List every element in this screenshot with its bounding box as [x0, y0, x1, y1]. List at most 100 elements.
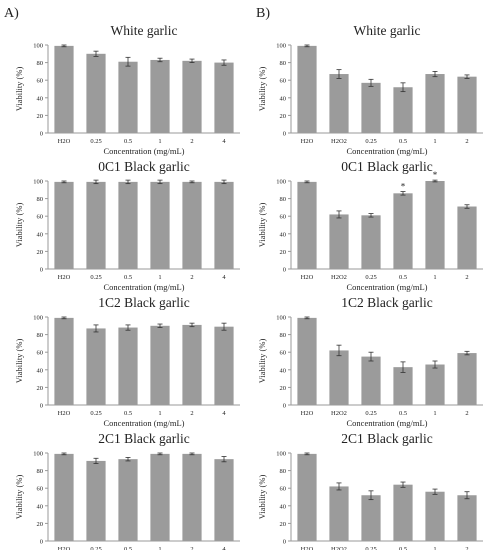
bar — [86, 181, 106, 269]
panel-label-a: A) — [4, 6, 19, 21]
chart-title: White garlic — [110, 23, 177, 38]
bar — [86, 328, 106, 405]
x-axis-label: Concentration (mg/mL) — [347, 282, 428, 292]
bar — [393, 484, 413, 541]
y-tick-label: 80 — [37, 196, 44, 203]
bar — [150, 453, 170, 541]
y-tick-label: 100 — [33, 451, 43, 458]
bar — [329, 74, 349, 133]
x-tick-label: H2O — [301, 410, 314, 417]
bar — [329, 214, 349, 269]
y-axis-label: Viability (%) — [257, 67, 267, 112]
y-tick-label: 0 — [40, 539, 43, 546]
y-tick-label: 40 — [37, 95, 44, 102]
bar — [54, 45, 74, 133]
chart-title: White garlic — [353, 23, 420, 38]
chart-b-4: 2C1 Black garlic 0 20 40 60 80 100 Viability (%… — [257, 431, 483, 550]
significance-marker: * — [401, 182, 406, 192]
x-tick-label: 0.25 — [90, 410, 101, 417]
bar — [425, 181, 445, 269]
bar — [297, 453, 317, 541]
x-tick-label: 1 — [433, 274, 436, 281]
y-tick-label: 20 — [280, 249, 287, 256]
y-tick-label: 100 — [276, 451, 286, 458]
y-tick-label: 60 — [37, 486, 44, 493]
y-tick-label: 80 — [37, 468, 44, 475]
x-axis-label: Concentration (mg/mL) — [104, 282, 185, 292]
chart-title: 0C1 Black garlic — [98, 159, 189, 174]
y-tick-label: 40 — [280, 367, 287, 374]
bar — [457, 206, 477, 269]
chart-a-3: 1C2 Black garlic 0 20 40 60 80 100 Viability (%… — [14, 295, 240, 428]
x-tick-label: 0.5 — [124, 138, 132, 145]
x-tick-label: 2 — [190, 138, 193, 145]
bar — [182, 181, 202, 269]
x-tick-label: 0.5 — [399, 274, 407, 281]
y-tick-label: 0 — [283, 403, 286, 410]
y-tick-label: 100 — [276, 43, 286, 50]
y-axis-label: Viability (%) — [257, 475, 267, 520]
x-tick-label: 0.25 — [90, 274, 101, 281]
x-axis-label: Concentration (mg/mL) — [347, 418, 428, 428]
bar — [150, 325, 170, 405]
y-tick-label: 60 — [280, 350, 287, 357]
x-tick-label: 0.5 — [124, 274, 132, 281]
bar — [86, 460, 106, 541]
bar — [150, 181, 170, 269]
bar — [425, 491, 445, 541]
y-axis-label: Viability (%) — [257, 339, 267, 384]
x-tick-label: 1 — [433, 138, 436, 145]
bar — [393, 87, 413, 133]
x-tick-label: 2 — [465, 410, 468, 417]
y-tick-label: 100 — [33, 179, 43, 186]
x-axis-label: Concentration (mg/mL) — [104, 146, 185, 156]
x-tick-label: H2O — [58, 410, 71, 417]
y-tick-label: 0 — [40, 131, 43, 138]
chart-title: 0C1 Black garlic — [341, 159, 432, 174]
bar — [182, 60, 202, 134]
bar — [361, 356, 381, 405]
y-tick-label: 40 — [37, 231, 44, 238]
y-axis-label: Viability (%) — [14, 67, 24, 112]
bar — [425, 364, 445, 405]
significance-marker: * — [433, 170, 438, 180]
x-tick-label: 1 — [433, 546, 436, 550]
y-tick-label: 20 — [37, 521, 44, 528]
bar — [457, 353, 477, 405]
bar — [150, 59, 170, 133]
x-tick-label: H2O — [301, 274, 314, 281]
panel-label-b: B) — [256, 6, 270, 21]
y-tick-label: 60 — [280, 214, 287, 221]
x-tick-label: 4 — [222, 546, 226, 550]
bar — [393, 367, 413, 405]
x-tick-label: H2O — [301, 138, 314, 145]
y-axis-label: Viability (%) — [14, 203, 24, 248]
bar — [118, 181, 138, 269]
y-tick-label: 60 — [37, 78, 44, 85]
bar — [86, 53, 106, 133]
chart-a-1: White garlic 0 20 40 60 80 100 Viability (%) H2O… — [14, 23, 240, 156]
y-tick-label: 0 — [40, 267, 43, 274]
y-tick-label: 0 — [283, 131, 286, 138]
y-tick-label: 20 — [280, 113, 287, 120]
y-tick-label: 80 — [280, 196, 287, 203]
x-tick-label: 2 — [190, 546, 193, 550]
x-axis-label: Concentration (mg/mL) — [104, 418, 185, 428]
x-tick-label: 4 — [222, 410, 226, 417]
x-tick-label: H2O — [301, 546, 314, 550]
y-tick-label: 100 — [276, 315, 286, 322]
bar — [361, 495, 381, 541]
chart-title: 1C2 Black garlic — [341, 295, 432, 310]
x-tick-label: 1 — [158, 546, 161, 550]
chart-b-1: White garlic 0 20 40 60 80 100 Viability (%) H2O… — [257, 23, 483, 156]
bar — [118, 327, 138, 405]
y-tick-label: 0 — [283, 267, 286, 274]
x-tick-label: 0.25 — [365, 274, 376, 281]
y-tick-label: 60 — [280, 78, 287, 85]
chart-a-4: 2C1 Black garlic 0 20 40 60 80 100 Viability (%… — [14, 431, 240, 550]
x-tick-label: 0.25 — [365, 410, 376, 417]
y-tick-label: 20 — [37, 113, 44, 120]
y-tick-label: 0 — [40, 403, 43, 410]
